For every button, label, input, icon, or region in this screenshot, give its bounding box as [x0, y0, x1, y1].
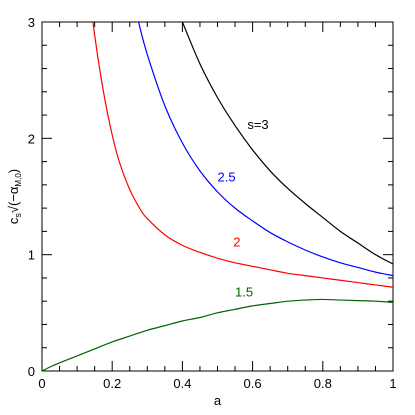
y-label-close: ): [6, 169, 21, 173]
chart-series: [41, 21, 394, 372]
series-label-2: 2: [233, 235, 240, 250]
x-axis-label: a: [214, 393, 222, 408]
series-line-2: [92, 21, 394, 288]
series-line-0: [181, 21, 394, 265]
series-label-3: 1.5: [235, 285, 253, 300]
y-label-sub-s: s: [13, 213, 23, 218]
plot-frame: [41, 21, 394, 372]
x-tick-label: 0.2: [103, 376, 121, 391]
x-tick-label: 0.8: [314, 376, 332, 391]
series-label-1: 2.5: [218, 169, 236, 184]
series-labels: s=3 2.5 2 1.5: [218, 117, 269, 300]
plot-area-border: [41, 21, 394, 372]
x-tick-label: 0.6: [244, 376, 262, 391]
y-tick-label: 0: [28, 364, 35, 379]
x-tick-label: 0.4: [173, 376, 191, 391]
series-line-3: [41, 298, 394, 372]
y-label-c: c: [6, 217, 21, 224]
series-label-0: s=3: [247, 117, 268, 132]
y-axis-label: cs√(−αM,0): [6, 169, 23, 224]
x-tick-label: 1: [389, 376, 396, 391]
y-axis-label-text: cs√(−αM,0): [6, 169, 23, 224]
y-tick-label: 2: [28, 131, 35, 146]
y-tick-label: 1: [28, 248, 35, 263]
y-label-inner: (−α: [6, 186, 21, 206]
x-tick-label: 0: [38, 376, 45, 391]
y-tick-label: 3: [28, 15, 35, 30]
y-label-inner-sub: M,0: [14, 173, 23, 187]
y-label-sqrt: √: [6, 205, 21, 213]
axis-tick-labels: 0 0.2 0.4 0.6 0.8 1 0 1 2 3: [28, 15, 397, 391]
series-line-1: [137, 21, 394, 277]
axis-ticks: [41, 21, 394, 372]
